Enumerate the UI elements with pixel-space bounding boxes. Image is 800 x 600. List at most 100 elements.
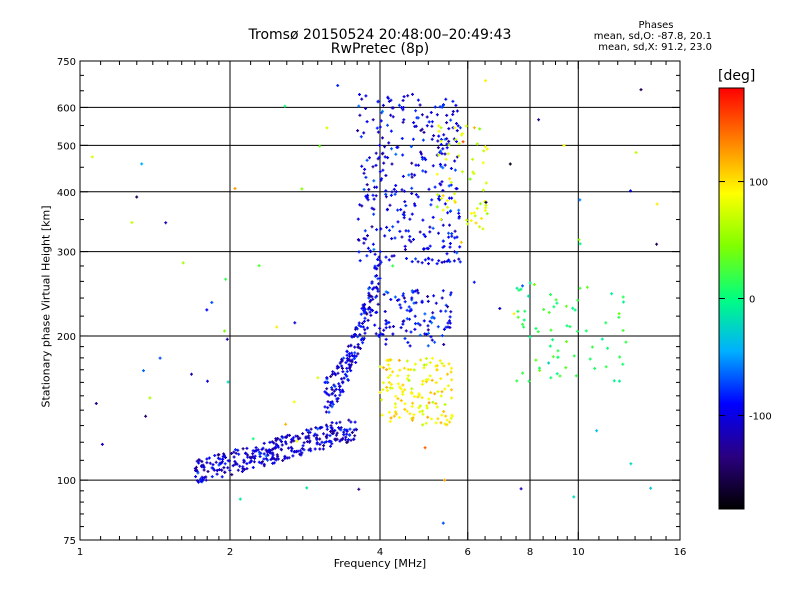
data-point: [430, 417, 434, 421]
data-point: [528, 335, 532, 339]
data-point: [413, 314, 417, 318]
data-point: [386, 95, 390, 99]
data-point: [245, 462, 249, 466]
data-point: [362, 131, 366, 135]
data-point: [378, 262, 382, 266]
chart-subtitle: RwPretec (8p): [330, 41, 430, 57]
data-point: [426, 299, 430, 303]
data-point: [534, 358, 538, 362]
data-point: [422, 233, 426, 236]
data-point: [440, 334, 444, 338]
data-point: [426, 295, 430, 298]
data-point: [334, 433, 338, 437]
data-point: [205, 461, 209, 465]
data-point: [408, 309, 412, 313]
data-point: [440, 413, 444, 417]
data-point: [445, 121, 449, 125]
data-point: [284, 422, 288, 426]
data-point: [312, 434, 316, 438]
data-point: [440, 180, 444, 184]
data-point: [398, 385, 402, 389]
data-point: [411, 401, 415, 405]
data-point: [322, 444, 326, 448]
data-point: [335, 421, 338, 425]
data-point: [375, 310, 379, 314]
data-point: [292, 400, 296, 404]
data-point: [397, 103, 401, 107]
data-point: [399, 399, 403, 403]
data-point: [584, 329, 588, 333]
data-point: [407, 305, 411, 309]
data-point: [426, 344, 430, 348]
data-point: [410, 260, 414, 264]
data-point: [454, 103, 458, 107]
data-point: [215, 469, 219, 472]
data-point: [438, 162, 442, 166]
data-point: [439, 139, 443, 143]
data-point: [400, 235, 404, 239]
data-point: [576, 329, 580, 333]
data-point: [536, 330, 540, 334]
data-point: [547, 311, 551, 314]
data-point: [349, 438, 353, 442]
data-point: [417, 406, 421, 410]
data-point: [429, 391, 433, 395]
data-point: [453, 192, 456, 196]
data-point: [521, 322, 524, 326]
data-point: [369, 313, 373, 317]
data-point: [376, 302, 380, 306]
data-point: [353, 420, 357, 424]
data-point: [634, 151, 638, 154]
data-point: [466, 222, 470, 226]
data-point: [221, 457, 225, 461]
data-point: [385, 208, 389, 212]
data-point: [384, 189, 388, 193]
data-point: [361, 341, 365, 345]
data-point: [373, 266, 377, 270]
data-point: [280, 443, 284, 447]
data-point: [383, 234, 387, 238]
data-point: [371, 309, 374, 312]
data-point: [211, 463, 215, 467]
data-point: [436, 417, 440, 421]
data-point: [416, 291, 420, 295]
data-point: [445, 137, 449, 141]
data-point: [577, 238, 581, 242]
data-point: [402, 118, 406, 122]
data-point: [406, 377, 409, 381]
data-point: [482, 149, 486, 153]
data-point: [401, 99, 405, 102]
data-point: [522, 318, 526, 322]
data-point: [388, 228, 391, 232]
data-point: [442, 343, 446, 346]
data-point: [427, 401, 431, 405]
data-point: [318, 144, 322, 148]
data-point: [330, 421, 334, 425]
data-point: [210, 301, 214, 304]
data-point: [423, 235, 427, 238]
data-point: [388, 325, 392, 329]
data-point: [385, 225, 389, 229]
data-point: [457, 257, 461, 261]
data-point: [469, 219, 473, 223]
data-point: [371, 118, 375, 122]
data-point: [345, 432, 349, 436]
data-point: [372, 179, 376, 183]
data-point: [197, 461, 201, 465]
data-point: [228, 468, 232, 472]
data-point: [572, 495, 576, 499]
data-point: [441, 208, 445, 212]
data-point: [551, 338, 555, 342]
data-point: [460, 133, 464, 137]
data-point: [410, 418, 414, 422]
data-point: [449, 180, 453, 184]
data-point: [612, 379, 616, 383]
data-point: [453, 250, 456, 254]
data-point: [391, 264, 395, 268]
data-point: [372, 212, 376, 216]
data-point: [418, 323, 422, 327]
data-point: [291, 436, 295, 440]
data-point: [385, 321, 389, 325]
data-point: [212, 468, 216, 472]
data-point: [440, 296, 444, 300]
